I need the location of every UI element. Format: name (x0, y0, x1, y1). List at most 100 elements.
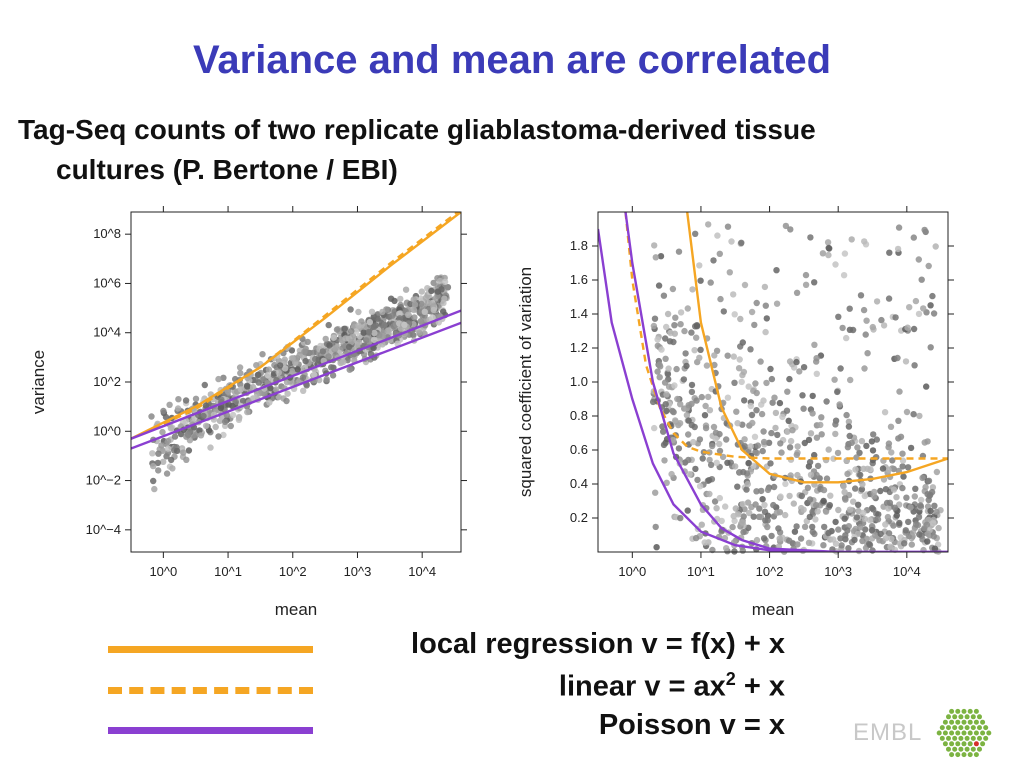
scatter-point (885, 440, 893, 447)
scatter-point (410, 331, 417, 339)
scatter-point (743, 486, 750, 493)
logo-dot (961, 708, 967, 714)
scatter-point (764, 517, 771, 524)
scatter-point (902, 527, 909, 534)
scatter-point (302, 357, 309, 365)
scatter-point (664, 371, 672, 378)
scatter-point (871, 488, 878, 496)
legend-poisson: Poisson v = x (100, 709, 785, 747)
scatter-point (329, 372, 337, 379)
scatter-point (730, 291, 737, 298)
scatter-point (265, 366, 273, 373)
scatter-point (160, 407, 167, 415)
scatter-point (669, 436, 677, 444)
scatter-point (664, 310, 672, 318)
scatter-point (340, 358, 347, 366)
variance-vs-mean-chart: 10^0 10^1 10^2 10^3 10^4 10^−4 10^−2 10^0 10^2 10… (29, 206, 467, 619)
logo-dot (946, 725, 951, 731)
scatter-point (809, 528, 816, 536)
scatter-point (696, 483, 704, 490)
scatter-point (660, 441, 668, 449)
scatter-point (868, 438, 876, 445)
scatter-point (776, 399, 784, 407)
scatter-point (672, 417, 679, 424)
scatter-point (827, 492, 834, 499)
scatter-point (855, 501, 862, 508)
scatter-point (825, 529, 832, 537)
logo-dot (967, 708, 973, 714)
scatter-point (832, 540, 840, 547)
scatter-point (887, 423, 895, 430)
scatter-point (882, 521, 889, 528)
scatter-point (325, 353, 332, 360)
scatter-point (698, 521, 705, 528)
scatter-point (270, 370, 278, 377)
scatter-point (283, 397, 290, 405)
logo-dot (964, 746, 970, 752)
logo-dot (977, 714, 982, 720)
fit-line-linear (131, 212, 460, 440)
scatter-point (668, 470, 675, 478)
scatter-point (899, 463, 906, 470)
scatter-point (854, 444, 861, 451)
scatter-point (737, 315, 744, 323)
logo-dot (961, 719, 967, 725)
scatter-point (809, 508, 816, 515)
logo-dot (967, 730, 973, 736)
scatter-point (811, 341, 818, 348)
scatter-point (151, 485, 158, 493)
scatter-point (818, 414, 825, 421)
scatter-point (149, 450, 156, 457)
scatter-point (701, 539, 708, 546)
scatter-point (689, 286, 696, 293)
scatter-point (237, 386, 245, 393)
logo-dot (952, 735, 958, 741)
logo-dot (958, 714, 964, 720)
scatter-point (834, 449, 842, 457)
scatter-point (836, 401, 843, 408)
scatter-point (235, 413, 243, 421)
embl-hexagon-logo-icon (936, 708, 992, 758)
scatter-point (304, 338, 311, 346)
scatter-point (436, 277, 444, 285)
scatter-point (916, 531, 923, 538)
scatter-point (933, 468, 941, 476)
scatter-point (787, 226, 794, 233)
logo-text: EMBL (853, 719, 923, 746)
scatter-point (912, 297, 920, 305)
scatter-point (885, 530, 893, 537)
scatter-point (651, 242, 658, 249)
scatter-point (762, 328, 769, 336)
scatter-point (818, 431, 825, 438)
scatter-point (652, 523, 659, 531)
scatter-point (665, 365, 672, 372)
scatter-point (741, 281, 749, 289)
logo-dot (967, 752, 973, 758)
scatter-point (899, 484, 906, 492)
scatter-point (736, 356, 743, 363)
scatter-point (759, 447, 766, 455)
scatter-point (832, 518, 839, 526)
scatter-point (929, 292, 936, 300)
scatter-point (739, 547, 746, 554)
scatter-point (806, 513, 813, 521)
scatter-point (716, 447, 724, 455)
scatter-point (761, 283, 769, 291)
scatter-point (693, 334, 700, 341)
scatter-point (657, 253, 665, 260)
scatter-point (326, 342, 333, 349)
scatter-point (778, 449, 785, 456)
scatter-point (200, 412, 207, 420)
scatter-point (758, 487, 765, 495)
scatter-point (877, 530, 884, 538)
scatter-point (817, 421, 824, 429)
scatter-point (890, 522, 897, 529)
scatter-point (732, 463, 739, 470)
scatter-point (654, 336, 661, 343)
scatter-point (653, 544, 660, 551)
scatter-point (706, 456, 713, 464)
scatter-point (202, 422, 210, 429)
scatter-point (892, 314, 899, 321)
scatter-point (192, 395, 200, 402)
scatter-point (832, 261, 839, 268)
